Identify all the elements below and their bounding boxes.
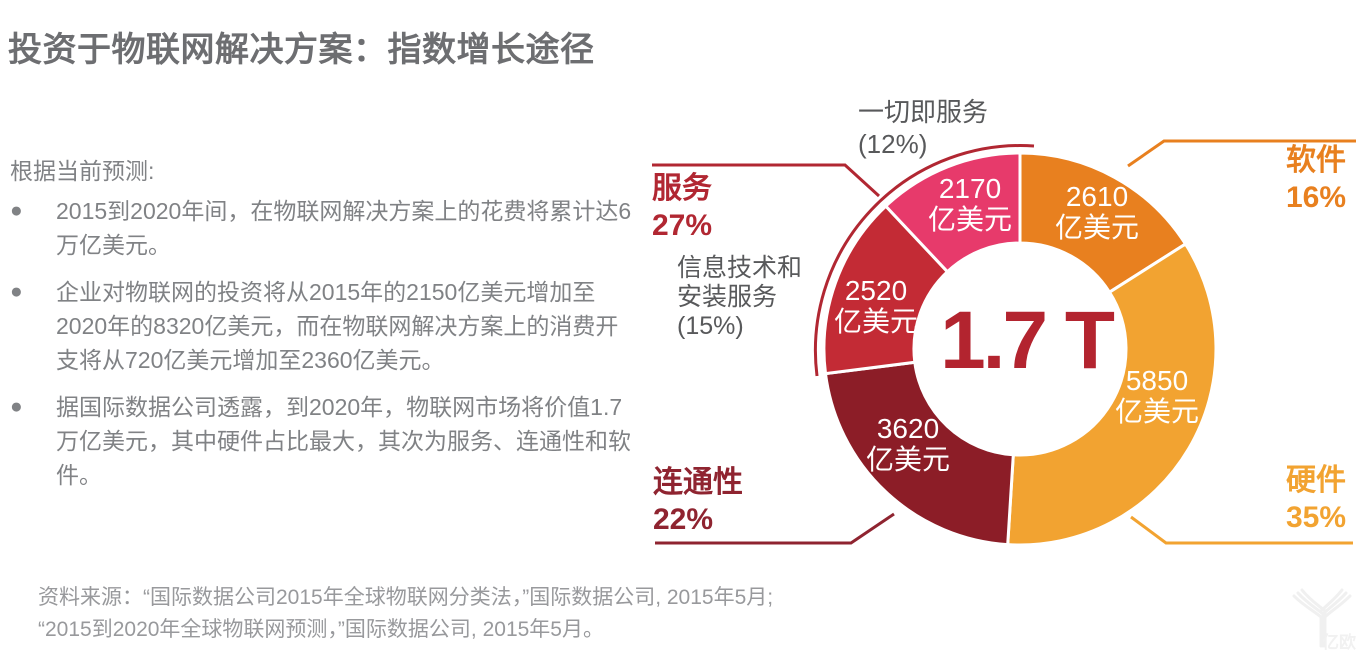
bullet-icon: ●: [10, 280, 23, 303]
value-unit: 亿美元: [1114, 396, 1200, 427]
callout-name: 硬件: [1286, 464, 1346, 497]
source-line: 资料来源：“国际数据公司2015年全球物联网分类法，”国际数据公司, 2015年…: [38, 586, 774, 609]
bullet-text: 2015到2020年间，在物联网解决方案上的花费将累计达6万亿美元。: [56, 198, 632, 258]
source-note: 资料来源：“国际数据公司2015年全球物联网分类法，”国际数据公司, 2015年…: [38, 582, 773, 646]
connectivity-leader-line: [655, 512, 895, 545]
value-unit: 亿美元: [927, 204, 1013, 235]
donut-segment-2: [823, 360, 1015, 547]
segment-value-xaas: 2170 亿美元: [928, 173, 1012, 235]
bullet-text: 企业对物联网的投资将从2015年的2150亿美元增加至2020年的8320亿美元…: [56, 279, 619, 373]
callout-percent: 22%: [653, 503, 714, 536]
callout-connectivity: 连通性 22%: [653, 464, 743, 538]
page-title: 投资于物联网解决方案：指数增长途径: [8, 31, 595, 69]
callout-name: 安装服务: [677, 283, 778, 311]
bullet-icon: ●: [10, 199, 23, 222]
value-number: 3620: [876, 413, 940, 444]
hardware-leader-line: [1130, 515, 1353, 545]
callout-name: 连通性: [653, 466, 743, 499]
value-unit: 亿美元: [833, 306, 919, 337]
bullet-text: 据国际数据公司透露，到2020年，物联网市场将价值1.7万亿美元，其中硬件占比最…: [56, 394, 631, 488]
bullet-icon: ●: [10, 395, 23, 418]
donut-segment-4: [883, 151, 1022, 274]
segment-value-hardware: 5850 亿美元: [1115, 365, 1199, 427]
segment-value-it-install: 2520 亿美元: [834, 275, 918, 337]
list-item: ● 据国际数据公司透露，到2020年，物联网市场将价值1.7万亿美元，其中硬件占…: [10, 390, 638, 492]
value-number: 2610: [1065, 181, 1129, 212]
callout-percent: (15%): [677, 312, 744, 340]
callout-services: 服务 27%: [652, 170, 712, 244]
callout-software: 软件 16%: [1286, 142, 1346, 216]
callout-name: 软件: [1286, 144, 1346, 177]
callout-hardware: 硬件 35%: [1286, 462, 1346, 536]
services-leader-line: [652, 163, 881, 198]
value-number: 2170: [938, 173, 1002, 204]
callout-name: 服务: [652, 172, 712, 205]
value-unit: 亿美元: [1054, 212, 1140, 243]
value-number: 2520: [844, 275, 908, 306]
callout-name: 一切即服务: [858, 97, 989, 127]
yiou-logo-text: 亿欧: [1322, 633, 1356, 652]
callout-percent: 27%: [652, 209, 713, 242]
donut-segment-1: [1006, 241, 1218, 547]
callout-xaas: 一切即服务 (12%): [858, 96, 988, 160]
list-item: ● 2015到2020年间，在物联网解决方案上的花费将累计达6万亿美元。: [10, 194, 638, 262]
software-leader-line: [1127, 139, 1356, 168]
segment-value-software: 2610 亿美元: [1055, 181, 1139, 243]
callout-percent: (12%): [858, 129, 928, 159]
source-line: “2015到2020年全球物联网预测，”国际数据公司, 2015年5月。: [38, 618, 604, 641]
list-item: ● 企业对物联网的投资将从2015年的2150亿美元增加至2020年的8320亿…: [10, 275, 638, 377]
segment-value-connectivity: 3620 亿美元: [866, 413, 950, 475]
donut-center-total: 1.7 T: [940, 295, 1115, 386]
value-number: 5850: [1125, 365, 1189, 396]
yiou-logo-icon: [1292, 588, 1352, 648]
donut-segments: [822, 151, 1218, 547]
callout-percent: 16%: [1286, 181, 1347, 214]
callout-name: 信息技术和: [677, 254, 803, 282]
callout-it-install: 信息技术和 安装服务 (15%): [677, 254, 802, 341]
value-unit: 亿美元: [865, 444, 951, 475]
bullet-list: ● 2015到2020年间，在物联网解决方案上的花费将累计达6万亿美元。 ● 企…: [10, 194, 638, 505]
brand-watermark: 亿欧: [1288, 580, 1358, 655]
services-bracket-arc: [813, 144, 1035, 377]
intro-text: 根据当前预测:: [10, 158, 155, 184]
callout-percent: 35%: [1286, 501, 1347, 534]
